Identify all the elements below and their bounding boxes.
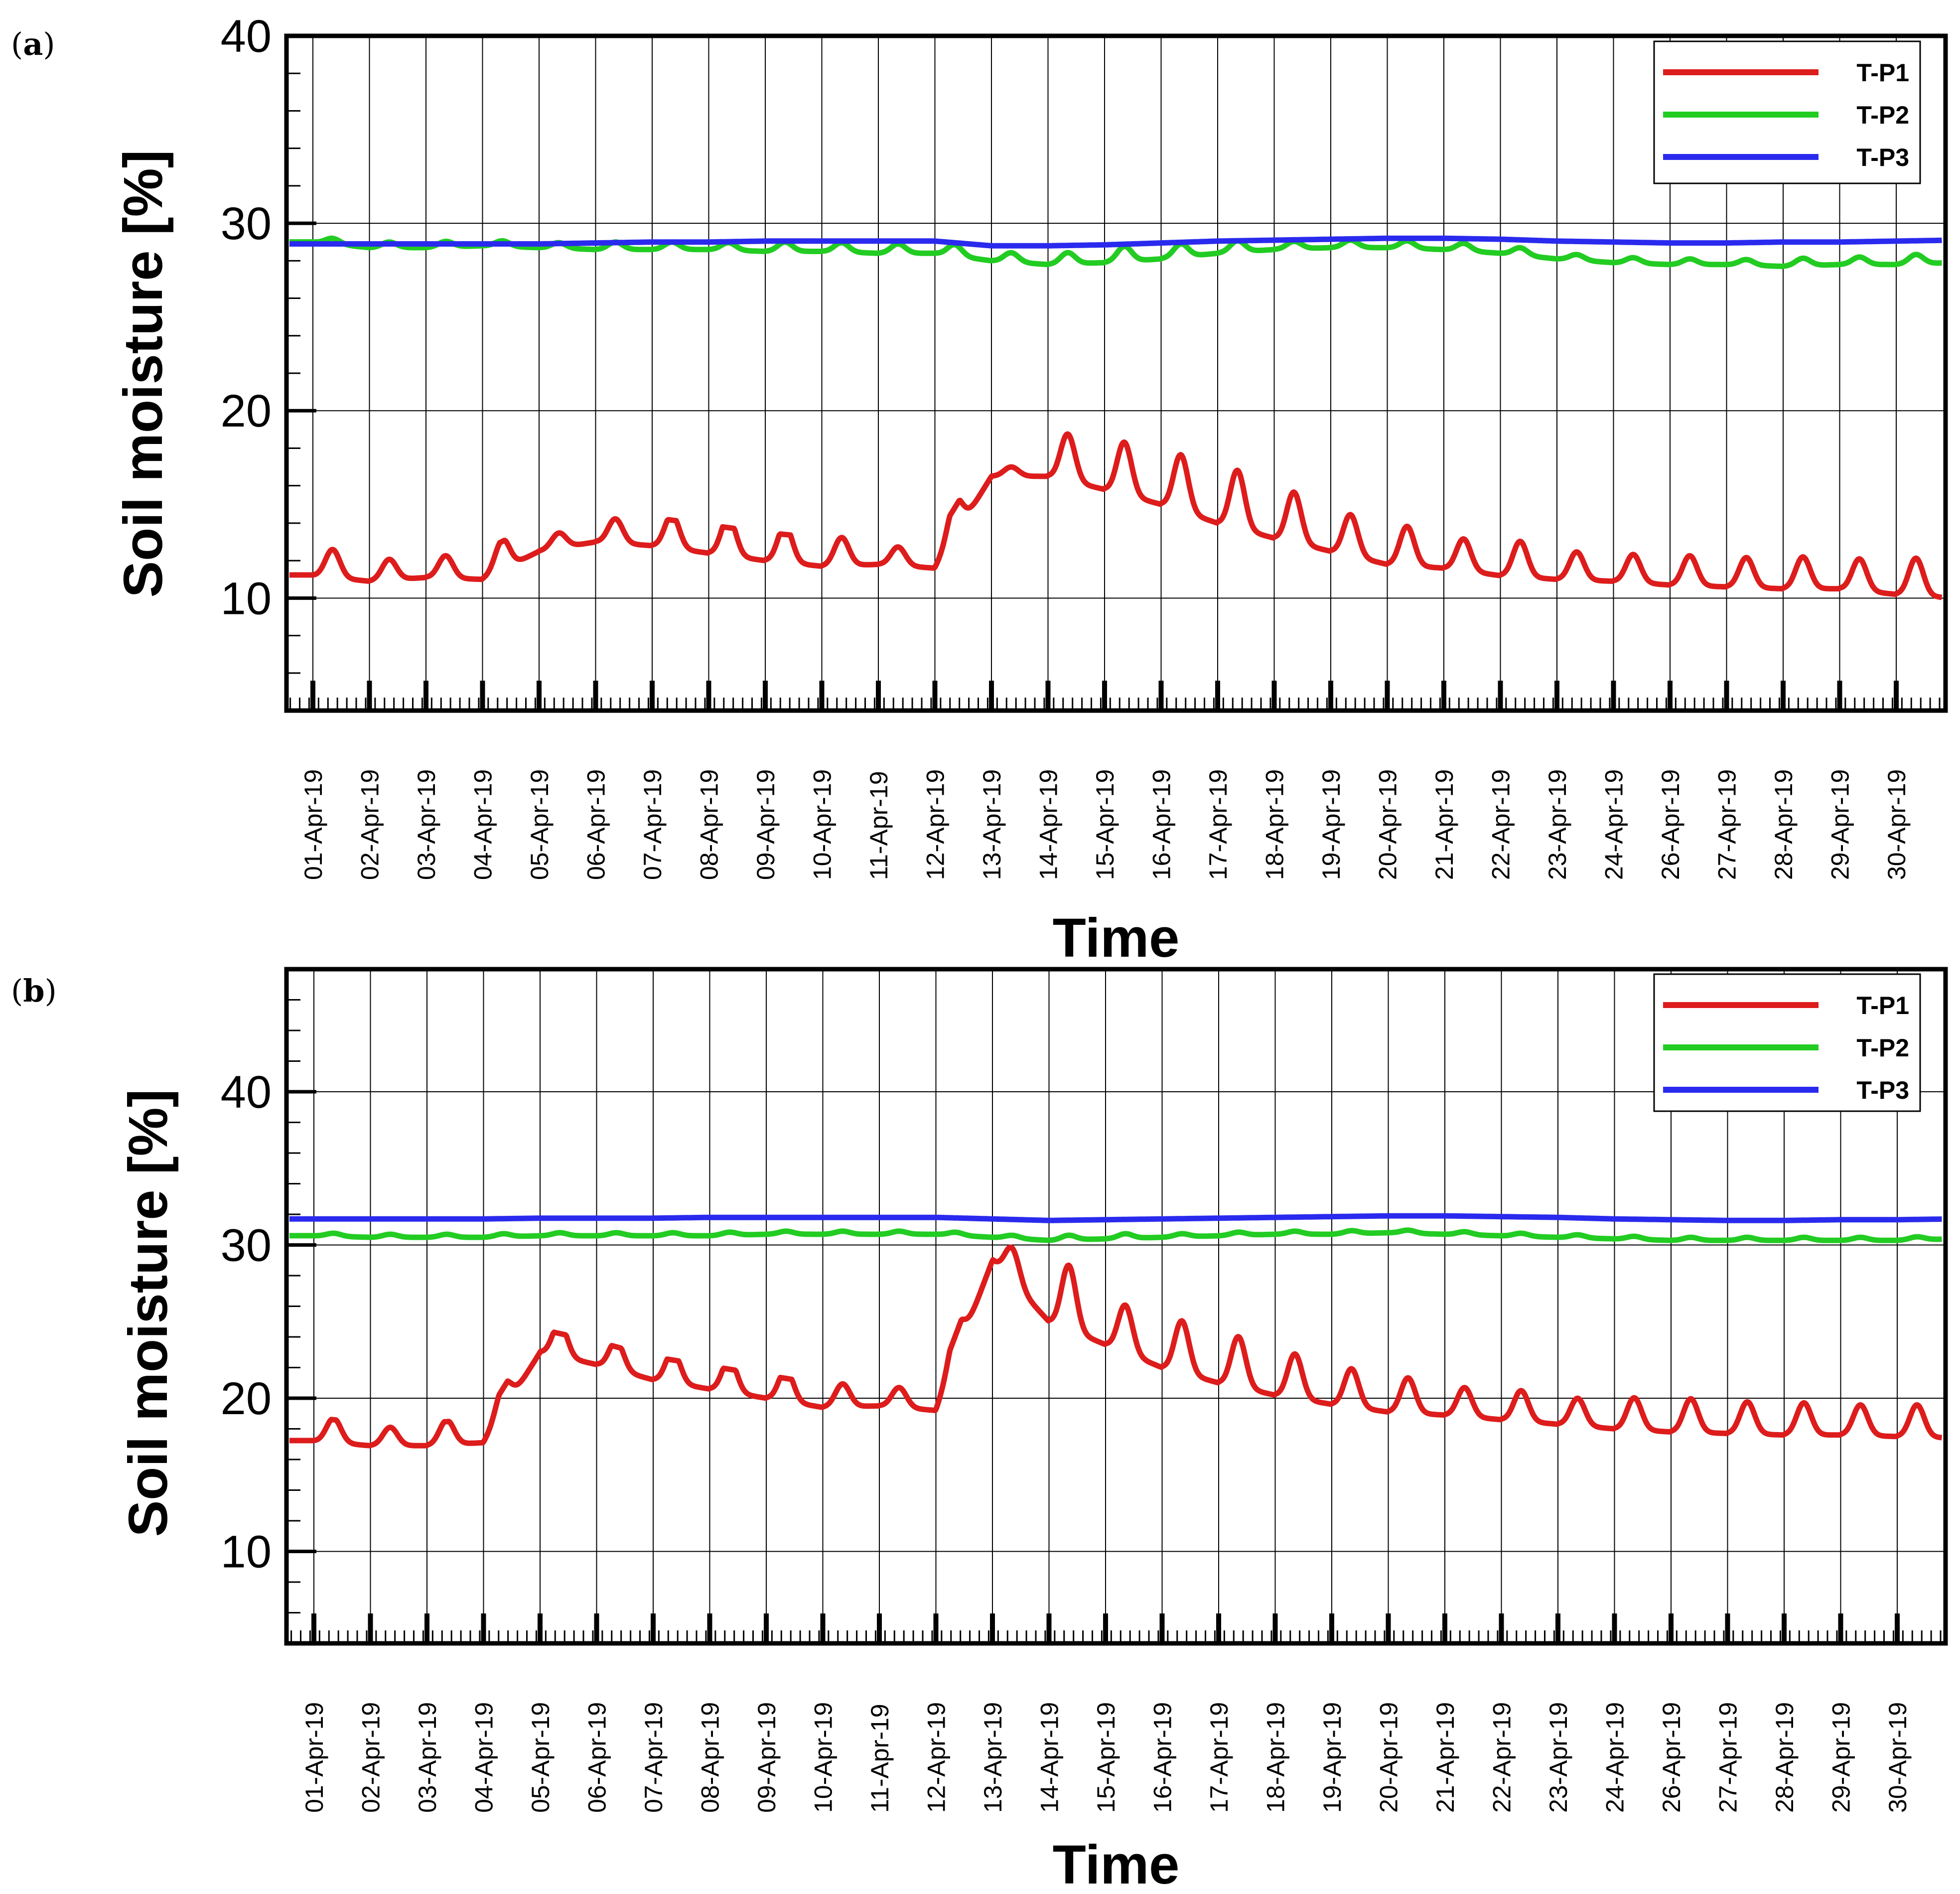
x-tick-label: 14-Apr-19 (1035, 769, 1063, 880)
x-tick-label: 10-Apr-19 (809, 769, 837, 880)
series-line-t-p1 (287, 431, 1944, 600)
x-tick-label: 27-Apr-19 (1713, 769, 1741, 880)
x-tick-label: 15-Apr-19 (1092, 1702, 1120, 1813)
y-axis-title-b: Soil moisture [%] (118, 1089, 179, 1537)
x-tick-label: 09-Apr-19 (753, 1702, 781, 1813)
x-tick-label: 18-Apr-19 (1261, 769, 1289, 880)
series-group-a (287, 235, 1944, 600)
y-tick-label: 40 (221, 1067, 272, 1118)
legend-label-t-p1: T-P1 (1856, 992, 1909, 1020)
y-tick-label: 20 (221, 386, 272, 437)
x-tick-label: 03-Apr-19 (413, 769, 440, 880)
y-tick-labels-b: 10 20 30 40 (221, 1067, 272, 1578)
y-tick-label: 10 (221, 1527, 272, 1578)
x-axis-title-b: Time (1053, 1834, 1180, 1894)
ticks-a (286, 34, 1941, 712)
x-tick-label: 17-Apr-19 (1204, 769, 1232, 880)
x-tick-label: 23-Apr-19 (1543, 769, 1571, 880)
legend-label-t-p3: T-P3 (1856, 144, 1909, 171)
y-axis-title-a: Soil moisture [%] (113, 150, 174, 597)
x-tick-label: 21-Apr-19 (1431, 1702, 1459, 1813)
x-tick-label: 04-Apr-19 (469, 769, 497, 880)
legend-label-t-p3: T-P3 (1856, 1076, 1909, 1104)
x-tick-label: 29-Apr-19 (1827, 1702, 1855, 1813)
x-tick-label: 22-Apr-19 (1487, 769, 1515, 880)
x-tick-label: 17-Apr-19 (1205, 1702, 1233, 1813)
x-tick-label: 13-Apr-19 (978, 769, 1006, 880)
x-tick-label: 11-Apr-19 (866, 1704, 894, 1813)
x-tick-label: 28-Apr-19 (1770, 769, 1798, 880)
x-tick-label: 08-Apr-19 (696, 769, 723, 880)
x-tick-label: 29-Apr-19 (1826, 769, 1854, 880)
y-tick-label: 40 (221, 11, 272, 62)
legend-label-t-p2: T-P2 (1856, 1034, 1909, 1062)
legend-label-t-p2: T-P2 (1856, 101, 1909, 129)
y-tick-label: 20 (221, 1373, 272, 1424)
x-tick-label: 05-Apr-19 (526, 769, 554, 880)
grid-a (286, 36, 1946, 711)
x-tick-label: 01-Apr-19 (300, 1702, 328, 1813)
x-tick-label: 07-Apr-19 (640, 1702, 668, 1813)
series-line-t-p3 (287, 235, 1944, 249)
x-tick-label: 06-Apr-19 (583, 1702, 611, 1813)
x-tick-label: 09-Apr-19 (752, 769, 780, 880)
x-tick-label: 26-Apr-19 (1658, 1702, 1685, 1813)
ticks-b (286, 968, 1942, 1644)
x-tick-label: 12-Apr-19 (922, 769, 950, 880)
y-tick-label: 30 (221, 1220, 272, 1271)
x-tick-label: 15-Apr-19 (1091, 769, 1119, 880)
y-tick-label: 30 (221, 198, 272, 249)
x-tick-label: 19-Apr-19 (1318, 1702, 1346, 1813)
x-tick-label: 10-Apr-19 (810, 1702, 838, 1813)
x-tick-label: 30-Apr-19 (1884, 1702, 1912, 1813)
x-tick-label: 12-Apr-19 (923, 1702, 951, 1813)
series-line-t-p2 (287, 1227, 1944, 1243)
series-line-t-p1 (287, 1244, 1944, 1449)
x-tick-label: 23-Apr-19 (1544, 1702, 1572, 1813)
x-tick-label: 04-Apr-19 (470, 1702, 498, 1813)
x-tick-label: 20-Apr-19 (1375, 1702, 1403, 1813)
x-tick-label: 24-Apr-19 (1601, 1702, 1629, 1813)
x-tick-label: 08-Apr-19 (697, 1702, 724, 1813)
chart-panel-b: 10 20 30 40 01-Apr-19 02-Apr-19 03-Apr-19 04-A… (118, 967, 1948, 1894)
chart-panel-a: 10 20 30 40 01-Apr-19 02-Apr-19 03-Apr-19 04-A… (113, 11, 1948, 969)
x-tick-label: 02-Apr-19 (357, 1702, 385, 1813)
legend-a: T-P1 T-P2 T-P3 (1653, 40, 1921, 184)
x-tick-label: 16-Apr-19 (1148, 769, 1176, 880)
x-tick-labels-b: 01-Apr-19 02-Apr-19 03-Apr-19 04-Apr-19 05-A… (300, 1702, 1912, 1813)
x-tick-label: 19-Apr-19 (1317, 769, 1345, 880)
x-tick-labels-a: 01-Apr-19 02-Apr-19 03-Apr-19 04-Apr-19 05-A… (299, 769, 1911, 880)
series-line-t-p3 (287, 1213, 1944, 1223)
x-tick-label: 28-Apr-19 (1771, 1702, 1799, 1813)
x-tick-label: 06-Apr-19 (582, 769, 610, 880)
x-axis-title-a: Time (1053, 907, 1180, 969)
x-tick-label: 26-Apr-19 (1657, 769, 1684, 880)
y-tick-labels-a: 10 20 30 40 (221, 11, 272, 624)
x-tick-label: 20-Apr-19 (1374, 769, 1402, 880)
x-tick-label: 30-Apr-19 (1883, 769, 1911, 880)
x-tick-label: 22-Apr-19 (1488, 1702, 1516, 1813)
legend-b: T-P1 T-P2 T-P3 (1653, 973, 1921, 1112)
x-tick-label: 01-Apr-19 (299, 769, 327, 880)
x-tick-label: 18-Apr-19 (1262, 1702, 1290, 1813)
x-tick-label: 05-Apr-19 (527, 1702, 555, 1813)
x-tick-label: 02-Apr-19 (356, 769, 384, 880)
panel-label-b: (b) (11, 973, 57, 1009)
grid-b (286, 969, 1946, 1643)
x-tick-label: 03-Apr-19 (414, 1702, 441, 1813)
x-tick-label: 14-Apr-19 (1036, 1702, 1064, 1813)
series-group-b (287, 1213, 1944, 1449)
x-tick-label: 27-Apr-19 (1714, 1702, 1742, 1813)
x-tick-label: 16-Apr-19 (1149, 1702, 1177, 1813)
legend-label-t-p1: T-P1 (1856, 59, 1909, 87)
panel-label-a: (a) (11, 26, 55, 62)
x-tick-label: 11-Apr-19 (865, 771, 893, 880)
x-tick-label: 21-Apr-19 (1430, 769, 1458, 880)
x-tick-label: 07-Apr-19 (639, 769, 667, 880)
y-tick-label: 10 (221, 573, 272, 624)
x-tick-label: 13-Apr-19 (979, 1702, 1007, 1813)
x-tick-label: 24-Apr-19 (1600, 769, 1628, 880)
